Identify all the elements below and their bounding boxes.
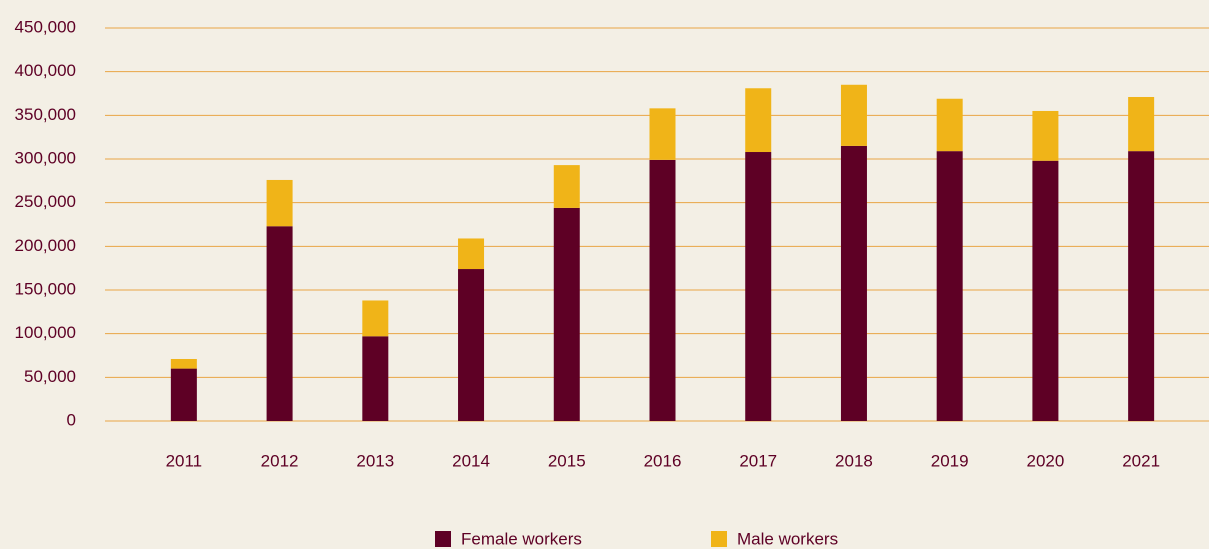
bar-segment <box>362 300 389 337</box>
x-tick-label: 2015 <box>548 451 586 470</box>
bar-segment <box>649 108 676 160</box>
y-tick-label: 250,000 <box>15 192 76 211</box>
x-tick-label: 2011 <box>166 451 203 470</box>
bar-segment <box>1128 96 1155 152</box>
legend-swatch <box>711 531 727 547</box>
x-tick-label: 2020 <box>1026 451 1064 470</box>
legend-label: Male workers <box>737 529 838 548</box>
bar-segment <box>362 336 389 421</box>
bar-segment <box>745 152 772 421</box>
x-tick-label: 2012 <box>261 451 299 470</box>
bar-segment <box>745 88 772 153</box>
y-tick-label: 50,000 <box>24 367 76 386</box>
bar-segment <box>1032 110 1059 161</box>
bar-segment <box>458 238 485 270</box>
x-tick-label: 2019 <box>931 451 969 470</box>
y-tick-label: 100,000 <box>15 323 76 342</box>
x-tick-label: 2013 <box>356 451 394 470</box>
y-tick-label: 450,000 <box>15 17 76 36</box>
bar-segment <box>840 145 867 421</box>
bar-segment <box>936 98 963 152</box>
bar-segment <box>266 179 293 227</box>
bar-segment <box>649 159 676 421</box>
bar-segment <box>936 151 963 421</box>
y-tick-label: 350,000 <box>15 105 76 124</box>
bar-segment <box>840 84 867 146</box>
x-tick-label: 2017 <box>739 451 777 470</box>
x-tick-label: 2021 <box>1122 451 1160 470</box>
x-tick-label: 2014 <box>452 451 490 470</box>
bar-segment <box>458 269 485 421</box>
bar-segment <box>553 207 580 421</box>
y-tick-label: 400,000 <box>15 61 76 80</box>
y-tick-label: 150,000 <box>15 279 76 298</box>
bar-segment <box>1128 151 1155 421</box>
y-tick-label: 300,000 <box>15 148 76 167</box>
bar-segment <box>170 368 197 421</box>
legend-swatch <box>435 531 451 547</box>
bar-segment <box>553 165 580 208</box>
bar-segment <box>1032 160 1059 421</box>
bar-segment <box>266 226 293 421</box>
x-tick-label: 2016 <box>644 451 682 470</box>
y-tick-label: 200,000 <box>15 236 76 255</box>
legend-label: Female workers <box>461 529 582 548</box>
bar-segment <box>170 358 197 369</box>
x-tick-label: 2018 <box>835 451 873 470</box>
y-tick-label: 0 <box>67 410 76 429</box>
